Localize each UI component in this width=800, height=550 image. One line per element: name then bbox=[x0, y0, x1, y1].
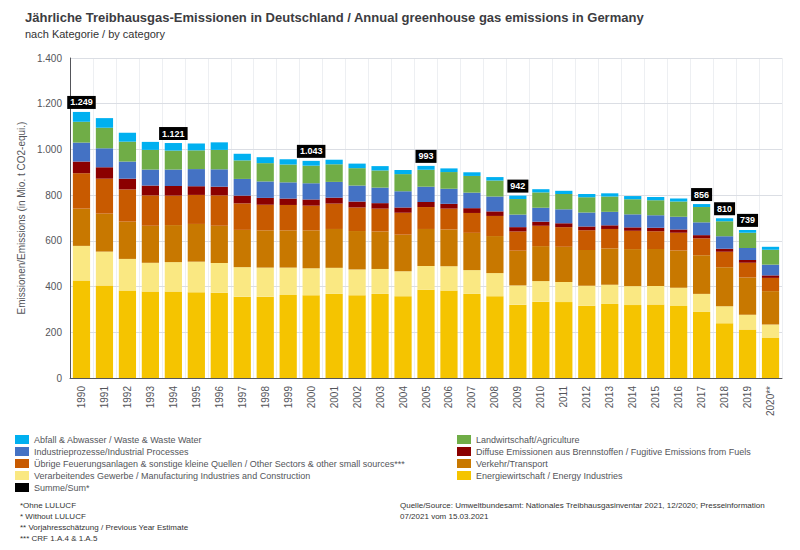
svg-text:1994: 1994 bbox=[168, 386, 179, 409]
svg-text:* Without LULUCF: * Without LULUCF bbox=[20, 512, 86, 521]
svg-text:1.400: 1.400 bbox=[37, 53, 62, 64]
svg-text:Jährliche Treibhausgas-Emissio: Jährliche Treibhausgas-Emissionen in Deu… bbox=[25, 10, 644, 25]
svg-text:Verkehr/Transport: Verkehr/Transport bbox=[476, 459, 548, 469]
svg-text:739: 739 bbox=[740, 215, 755, 225]
svg-text:1.121: 1.121 bbox=[162, 129, 185, 139]
svg-text:2013: 2013 bbox=[604, 386, 615, 409]
svg-text:2004: 2004 bbox=[398, 386, 409, 409]
svg-text:Abfall & Abwasser / Waste & Wa: Abfall & Abwasser / Waste & Waste Water bbox=[34, 435, 202, 445]
svg-text:Diffuse Emissionen aus Brennst: Diffuse Emissionen aus Brennstoffen / Fu… bbox=[476, 447, 751, 457]
svg-text:*Ohne LULUCF: *Ohne LULUCF bbox=[20, 501, 76, 510]
svg-text:2010: 2010 bbox=[535, 386, 546, 409]
svg-text:2018: 2018 bbox=[719, 386, 730, 409]
svg-text:Landwirtschaft/Agriculture: Landwirtschaft/Agriculture bbox=[476, 435, 580, 445]
svg-text:2003: 2003 bbox=[375, 386, 386, 409]
svg-text:Übrige Feuerungsanlagen & sons: Übrige Feuerungsanlagen & sonstige klein… bbox=[34, 459, 405, 469]
svg-text:1.000: 1.000 bbox=[37, 144, 62, 155]
svg-text:2000: 2000 bbox=[306, 386, 317, 409]
svg-text:1.249: 1.249 bbox=[70, 97, 93, 107]
svg-text:2019: 2019 bbox=[742, 386, 753, 409]
svg-text:856: 856 bbox=[694, 190, 709, 200]
svg-text:1999: 1999 bbox=[283, 386, 294, 409]
svg-text:1.200: 1.200 bbox=[37, 98, 62, 109]
svg-text:200: 200 bbox=[45, 327, 62, 338]
svg-text:2017: 2017 bbox=[696, 386, 707, 409]
svg-text:600: 600 bbox=[45, 235, 62, 246]
svg-text:2012: 2012 bbox=[581, 386, 592, 409]
svg-text:2002: 2002 bbox=[352, 386, 363, 409]
svg-text:2014: 2014 bbox=[627, 386, 638, 409]
svg-text:2001: 2001 bbox=[329, 386, 340, 409]
svg-text:1997: 1997 bbox=[237, 386, 248, 409]
svg-text:1992: 1992 bbox=[122, 386, 133, 409]
svg-text:2007: 2007 bbox=[466, 386, 477, 409]
svg-text:*** CRF 1.A.4 & 1.A.5: *** CRF 1.A.4 & 1.A.5 bbox=[20, 534, 98, 543]
svg-text:Summe/Sum*: Summe/Sum* bbox=[34, 483, 90, 493]
svg-text:07/2021 vom 15.03.2021: 07/2021 vom 15.03.2021 bbox=[400, 512, 489, 521]
svg-text:Emissionen/Emissions (in Mio.: Emissionen/Emissions (in Mio. t CO2-equi… bbox=[16, 122, 27, 315]
svg-text:1990: 1990 bbox=[76, 386, 87, 409]
svg-text:1998: 1998 bbox=[260, 386, 271, 409]
svg-text:400: 400 bbox=[45, 281, 62, 292]
svg-text:Industrieprozesse/Industrial P: Industrieprozesse/Industrial Processes bbox=[34, 447, 189, 457]
svg-text:1995: 1995 bbox=[191, 386, 202, 409]
svg-text:1991: 1991 bbox=[99, 386, 110, 409]
svg-text:2009: 2009 bbox=[512, 386, 523, 409]
svg-text:942: 942 bbox=[510, 181, 525, 191]
svg-text:2008: 2008 bbox=[489, 386, 500, 409]
svg-text:Verarbeitendes Gewerbe / Manuf: Verarbeitendes Gewerbe / Manufacturing I… bbox=[34, 471, 310, 481]
svg-text:Energiewirtschaft / Energy Ind: Energiewirtschaft / Energy Industries bbox=[476, 471, 623, 481]
svg-text:800: 800 bbox=[45, 190, 62, 201]
svg-text:1.043: 1.043 bbox=[300, 146, 323, 156]
svg-text:2011: 2011 bbox=[558, 386, 569, 408]
svg-text:2005: 2005 bbox=[421, 386, 432, 409]
svg-text:Quelle/Source: Umweltbundesamt: Quelle/Source: Umweltbundesamt: National… bbox=[400, 501, 765, 510]
svg-text:2020**: 2020** bbox=[765, 386, 776, 416]
svg-text:2015: 2015 bbox=[650, 386, 661, 409]
svg-text:1996: 1996 bbox=[214, 386, 225, 409]
svg-text:1993: 1993 bbox=[145, 386, 156, 409]
svg-text:2006: 2006 bbox=[443, 386, 454, 409]
svg-text:nach Kategorie / by category: nach Kategorie / by category bbox=[25, 28, 166, 40]
svg-text:810: 810 bbox=[717, 204, 732, 214]
svg-text:993: 993 bbox=[418, 151, 433, 161]
svg-text:0: 0 bbox=[56, 373, 62, 384]
svg-text:** Vorjahresschätzung / Previo: ** Vorjahresschätzung / Previous Year Es… bbox=[20, 523, 189, 532]
svg-text:2016: 2016 bbox=[673, 386, 684, 409]
